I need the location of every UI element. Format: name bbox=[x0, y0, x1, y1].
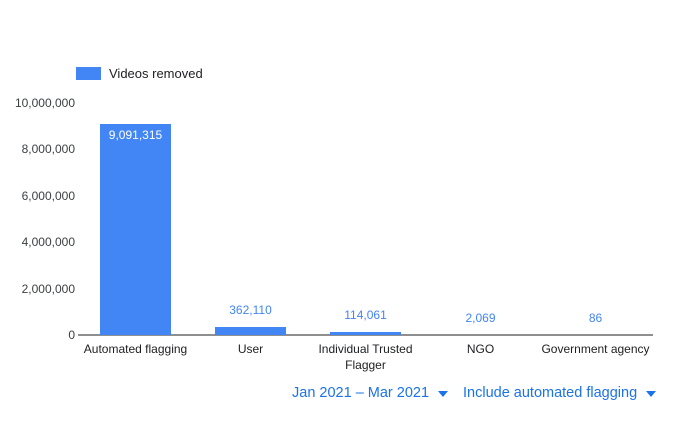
y-axis-tick-label: 6,000,000 bbox=[21, 188, 75, 203]
y-axis-tick-label: 8,000,000 bbox=[21, 142, 75, 157]
bar-value-label: 114,061 bbox=[344, 308, 387, 323]
legend-label: Videos removed bbox=[109, 66, 203, 81]
flagging-filter-label: Include automated flagging bbox=[463, 385, 638, 401]
date-range-label: Jan 2021 – Mar 2021 bbox=[292, 385, 430, 401]
bar-value-label: 2,069 bbox=[465, 310, 496, 325]
legend-swatch bbox=[76, 67, 101, 80]
y-axis-tick-label: 4,000,000 bbox=[21, 235, 75, 250]
x-axis-category-label: User bbox=[237, 342, 264, 356]
bar-user[interactable] bbox=[215, 326, 286, 335]
y-axis-tick-label: 0 bbox=[68, 328, 75, 342]
bar-individual-trusted-flagger[interactable] bbox=[330, 332, 401, 335]
legend: Videos removed bbox=[76, 66, 203, 81]
y-axis-tick-label: 2,000,000 bbox=[21, 281, 75, 296]
bar-automated-flagging[interactable] bbox=[100, 124, 171, 335]
flagging-filter-dropdown[interactable]: Include automated flagging bbox=[463, 385, 657, 401]
caret-down-icon bbox=[438, 391, 449, 397]
caret-down-icon bbox=[646, 391, 657, 397]
x-axis-category-label: NGO bbox=[466, 342, 495, 356]
x-axis-line bbox=[78, 334, 653, 336]
bar-value-label: 9,091,315 bbox=[108, 128, 163, 143]
date-range-dropdown[interactable]: Jan 2021 – Mar 2021 bbox=[292, 385, 449, 401]
x-axis-category-label: Government agency bbox=[541, 342, 650, 356]
y-axis-tick-label: 10,000,000 bbox=[14, 96, 75, 110]
bar-value-label: 86 bbox=[588, 310, 603, 325]
x-axis-category-label: Automated flagging bbox=[83, 342, 188, 356]
x-axis-category-label: Individual Trusted Flagger bbox=[318, 342, 413, 372]
bar-value-label: 362,110 bbox=[229, 302, 272, 317]
